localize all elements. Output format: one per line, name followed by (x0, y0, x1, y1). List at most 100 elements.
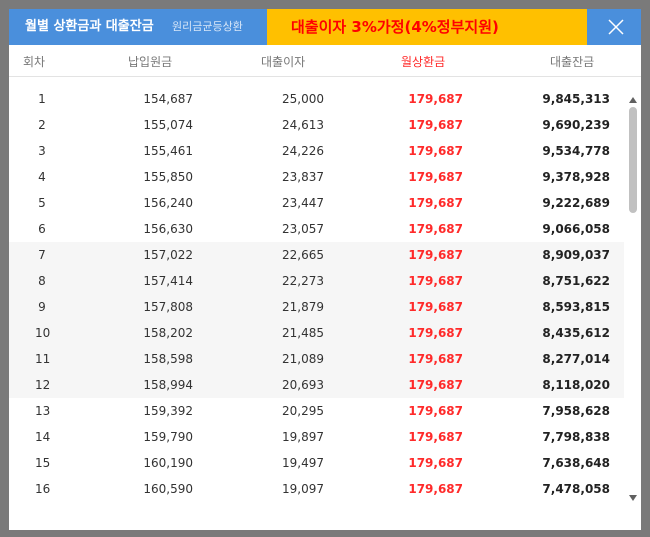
header-round: 회차 (23, 55, 46, 69)
row-principal: 155,850 (143, 170, 193, 184)
row-balance: 8,751,622 (542, 274, 610, 288)
table-row: 13 159,392 20,295 179,687 7,958,628 (9, 398, 624, 424)
table-row: 4 155,850 23,837 179,687 9,378,928 (9, 164, 624, 190)
row-interest: 20,693 (282, 378, 324, 392)
row-interest: 24,613 (282, 118, 324, 132)
row-balance: 9,690,239 (542, 118, 610, 132)
row-monthly-payment: 179,687 (408, 248, 463, 262)
row-monthly-payment: 179,687 (408, 482, 463, 496)
row-balance: 7,798,838 (542, 430, 610, 444)
repayment-method-label: 원리금균등상환 (172, 20, 243, 33)
table-body: 1 154,687 25,000 179,687 9,845,313 2 155,074 24… (9, 86, 624, 502)
row-round: 12 (35, 378, 51, 392)
row-interest: 24,226 (282, 144, 324, 158)
row-interest: 23,837 (282, 170, 324, 184)
row-balance: 8,118,020 (542, 378, 610, 392)
row-interest: 21,089 (282, 352, 324, 366)
row-monthly-payment: 179,687 (408, 378, 463, 392)
row-round: 11 (35, 352, 51, 366)
row-balance: 7,958,628 (542, 404, 610, 418)
row-round: 9 (38, 300, 46, 314)
row-round: 3 (38, 144, 46, 158)
table-row: 6 156,630 23,057 179,687 9,066,058 (9, 216, 624, 242)
table-row: 16 160,590 19,097 179,687 7,478,058 (9, 476, 624, 502)
row-principal: 155,461 (143, 144, 193, 158)
row-round: 15 (35, 456, 51, 470)
row-monthly-payment: 179,687 (408, 430, 463, 444)
row-monthly-payment: 179,687 (408, 170, 463, 184)
table-row: 3 155,461 24,226 179,687 9,534,778 (9, 138, 624, 164)
header-interest: 대출이자 (261, 55, 306, 69)
row-interest: 23,447 (282, 196, 324, 210)
title-bar: 월별 상환금과 대출잔금 원리금균등상환 대출이자 3%가정(4%정부지원) (9, 9, 641, 45)
row-round: 8 (38, 274, 46, 288)
row-monthly-payment: 179,687 (408, 352, 463, 366)
row-round: 1 (38, 92, 46, 106)
row-balance: 7,638,648 (542, 456, 610, 470)
scroll-up-arrow-icon[interactable] (629, 97, 637, 103)
row-principal: 158,202 (143, 326, 193, 340)
row-principal: 156,240 (143, 196, 193, 210)
row-principal: 155,074 (143, 118, 193, 132)
row-balance: 9,378,928 (542, 170, 610, 184)
row-principal: 157,808 (143, 300, 193, 314)
row-round: 10 (35, 326, 51, 340)
table-row: 5 156,240 23,447 179,687 9,222,689 (9, 190, 624, 216)
row-interest: 21,485 (282, 326, 324, 340)
row-principal: 160,190 (143, 456, 193, 470)
row-round: 4 (38, 170, 46, 184)
close-button[interactable] (591, 9, 641, 45)
row-principal: 157,414 (143, 274, 193, 288)
row-round: 13 (35, 404, 51, 418)
row-interest: 21,879 (282, 300, 324, 314)
row-balance: 9,845,313 (542, 92, 610, 106)
close-icon (608, 19, 624, 35)
row-interest: 23,057 (282, 222, 324, 236)
row-monthly-payment: 179,687 (408, 196, 463, 210)
row-balance: 8,277,014 (542, 352, 610, 366)
dialog-title: 월별 상환금과 대출잔금 (25, 19, 154, 34)
row-interest: 19,897 (282, 430, 324, 444)
row-monthly-payment: 179,687 (408, 456, 463, 470)
scroll-down-arrow-icon[interactable] (629, 495, 637, 501)
row-principal: 157,022 (143, 248, 193, 262)
row-balance: 9,222,689 (542, 196, 610, 210)
row-round: 6 (38, 222, 46, 236)
row-monthly-payment: 179,687 (408, 300, 463, 314)
table-row: 9 157,808 21,879 179,687 8,593,815 (9, 294, 624, 320)
repayment-dialog: 월별 상환금과 대출잔금 원리금균등상환 대출이자 3%가정(4%정부지원) 회… (9, 9, 641, 530)
row-principal: 156,630 (143, 222, 193, 236)
row-principal: 158,994 (143, 378, 193, 392)
row-balance: 8,909,037 (542, 248, 610, 262)
table-row: 12 158,994 20,693 179,687 8,118,020 (9, 372, 624, 398)
row-principal: 160,590 (143, 482, 193, 496)
row-monthly-payment: 179,687 (408, 118, 463, 132)
row-interest: 25,000 (282, 92, 324, 106)
header-monthly-payment: 월상환금 (401, 55, 446, 69)
row-monthly-payment: 179,687 (408, 144, 463, 158)
row-principal: 154,687 (143, 92, 193, 106)
table-row: 11 158,598 21,089 179,687 8,277,014 (9, 346, 624, 372)
row-round: 14 (35, 430, 51, 444)
interest-assumption-banner: 대출이자 3%가정(4%정부지원) (267, 9, 587, 45)
row-balance: 8,593,815 (542, 300, 610, 314)
row-monthly-payment: 179,687 (408, 222, 463, 236)
row-balance: 9,066,058 (542, 222, 610, 236)
row-principal: 159,790 (143, 430, 193, 444)
vertical-scrollbar[interactable] (627, 97, 639, 507)
table-row: 1 154,687 25,000 179,687 9,845,313 (9, 86, 624, 112)
row-monthly-payment: 179,687 (408, 404, 463, 418)
row-monthly-payment: 179,687 (408, 326, 463, 340)
table-row: 8 157,414 22,273 179,687 8,751,622 (9, 268, 624, 294)
row-round: 7 (38, 248, 46, 262)
row-interest: 22,665 (282, 248, 324, 262)
row-round: 16 (35, 482, 51, 496)
row-monthly-payment: 179,687 (408, 92, 463, 106)
row-balance: 7,478,058 (542, 482, 610, 496)
table-row: 7 157,022 22,665 179,687 8,909,037 (9, 242, 624, 268)
table-row: 2 155,074 24,613 179,687 9,690,239 (9, 112, 624, 138)
scrollbar-thumb[interactable] (629, 107, 637, 213)
table-row: 14 159,790 19,897 179,687 7,798,838 (9, 424, 624, 450)
row-principal: 159,392 (143, 404, 193, 418)
row-balance: 9,534,778 (542, 144, 610, 158)
